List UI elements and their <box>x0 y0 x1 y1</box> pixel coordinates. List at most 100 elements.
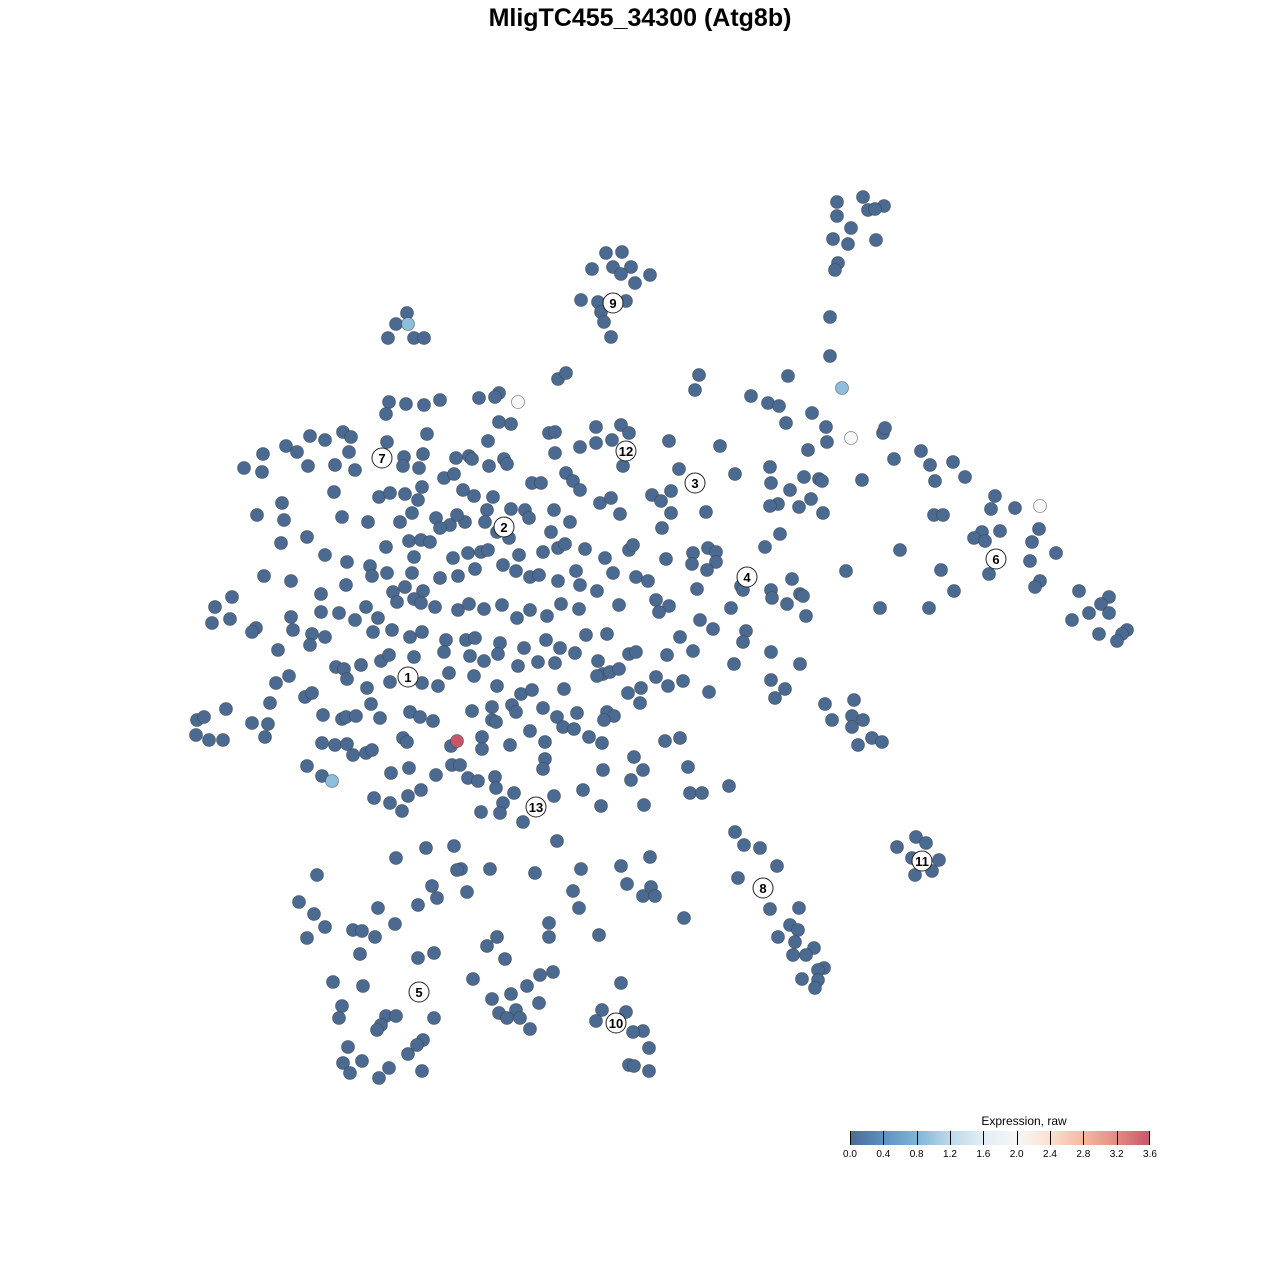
cluster-label-badge <box>605 1012 627 1034</box>
data-point <box>533 968 547 982</box>
data-point <box>652 605 666 619</box>
data-point <box>676 674 690 688</box>
data-point <box>343 1066 357 1080</box>
data-point <box>395 804 409 818</box>
data-point <box>536 545 550 559</box>
data-point <box>695 786 709 800</box>
colorbar-tick-label: 0.0 <box>843 1149 857 1160</box>
data-point <box>465 704 479 718</box>
data-point <box>403 630 417 644</box>
cluster-label: 8 <box>752 877 774 899</box>
data-point <box>189 728 203 742</box>
data-point <box>474 805 488 819</box>
data-point <box>626 538 640 552</box>
data-point <box>446 551 460 565</box>
data-point <box>490 930 504 944</box>
data-point <box>300 759 314 773</box>
data-point <box>449 451 463 465</box>
data-point <box>805 406 819 420</box>
data-point <box>828 263 842 277</box>
data-point <box>569 564 583 578</box>
data-point <box>589 420 603 434</box>
data-point <box>382 395 396 409</box>
data-point <box>928 474 942 488</box>
data-point <box>354 658 368 672</box>
data-point <box>503 738 517 752</box>
data-point <box>548 656 562 670</box>
data-point <box>660 648 674 662</box>
data-point <box>428 600 442 614</box>
data-point <box>528 866 542 880</box>
data-point <box>677 911 691 925</box>
cluster-label-text: 7 <box>378 451 385 466</box>
data-point <box>510 611 524 625</box>
data-point <box>355 924 369 938</box>
colorbar-tick <box>949 1131 951 1145</box>
data-point <box>764 645 778 659</box>
data-point <box>727 657 741 671</box>
data-point <box>356 979 370 993</box>
cluster-label-text: 4 <box>743 570 751 585</box>
chart-title: MligTC455_34300 (Atg8b) <box>488 4 792 32</box>
data-point <box>480 503 494 517</box>
data-point <box>572 602 586 616</box>
data-point <box>763 460 777 474</box>
data-point <box>1049 546 1063 560</box>
data-point <box>450 508 464 522</box>
data-point <box>500 457 514 471</box>
data-point <box>513 1011 527 1025</box>
data-point <box>316 708 330 722</box>
data-point <box>303 429 317 443</box>
data-point <box>442 666 456 680</box>
data-point <box>325 774 339 788</box>
data-point <box>835 381 849 395</box>
data-point <box>380 435 394 449</box>
data-point <box>693 613 707 627</box>
data-point <box>544 525 558 539</box>
data-point <box>314 587 328 601</box>
data-point <box>574 293 588 307</box>
data-point <box>934 563 948 577</box>
data-point <box>685 557 699 571</box>
colorbar-tick-label: 2.0 <box>1009 1149 1024 1160</box>
data-point <box>706 622 720 636</box>
data-point <box>845 720 859 734</box>
data-point <box>873 601 887 615</box>
data-point <box>489 781 503 795</box>
data-point <box>554 597 568 611</box>
data-point <box>573 578 587 592</box>
data-point <box>384 766 398 780</box>
data-point <box>380 566 394 580</box>
data-point <box>284 574 298 588</box>
data-point <box>305 686 319 700</box>
data-point <box>567 722 581 736</box>
data-point <box>385 623 399 637</box>
colorbar-tick-label: 0.4 <box>876 1149 891 1160</box>
data-point <box>804 492 818 506</box>
data-point <box>389 1009 403 1023</box>
data-point <box>753 841 767 855</box>
data-point <box>480 939 494 953</box>
data-point <box>371 611 385 625</box>
data-point <box>359 600 373 614</box>
data-point <box>468 631 482 645</box>
cluster-label: 1 <box>397 666 419 688</box>
data-point <box>279 439 293 453</box>
data-point <box>792 500 806 514</box>
data-point <box>307 907 321 921</box>
data-point <box>205 616 219 630</box>
data-point <box>728 825 742 839</box>
data-point <box>208 600 222 614</box>
data-point <box>412 461 426 475</box>
data-point <box>604 330 618 344</box>
data-point <box>401 1047 415 1061</box>
data-point <box>381 331 395 345</box>
data-point <box>591 654 605 668</box>
data-point <box>614 859 628 873</box>
data-point <box>491 647 505 661</box>
data-point <box>490 679 504 693</box>
data-point <box>856 713 870 727</box>
data-point <box>763 499 777 513</box>
colorbar-tick <box>850 1131 851 1145</box>
data-point <box>788 935 802 949</box>
